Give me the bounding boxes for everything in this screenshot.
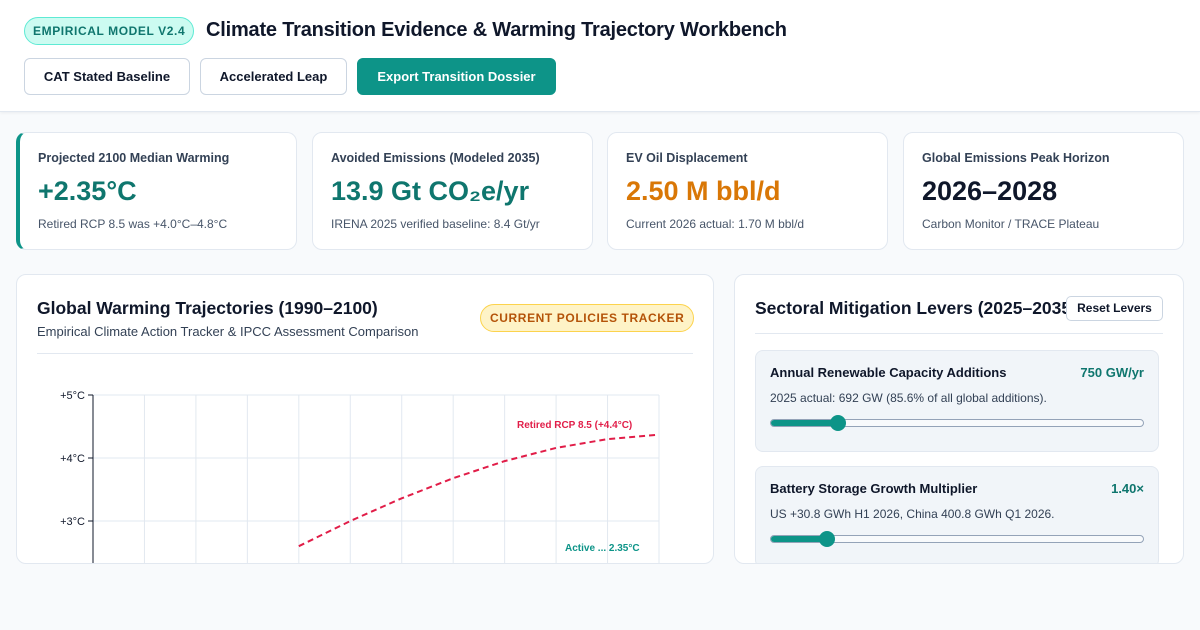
current-policies-badge: CURRENT POLICIES TRACKER [480, 304, 695, 332]
app-header: EMPIRICAL MODEL V2.4 Climate Transition … [0, 0, 1200, 112]
kpi-value: 13.9 Gt CO₂e/yr [331, 176, 530, 206]
chart-title: Global Warming Trajectories (1990–2100) [37, 298, 378, 318]
slider-fill [771, 420, 838, 426]
slider-fill [771, 536, 827, 542]
kpi-card-ev-oil-displacement: EV Oil Displacement 2.50 M bbl/d Current… [607, 132, 888, 250]
y-tick-label: +4°C [60, 453, 85, 465]
chart-subtitle: Empirical Climate Action Tracker & IPCC … [37, 324, 419, 339]
lever-value: 750 GW/yr [1080, 365, 1144, 380]
kpi-note: IRENA 2025 verified baseline: 8.4 Gt/yr [331, 217, 540, 231]
export-dossier-button[interactable]: Export Transition Dossier [357, 58, 556, 95]
renewable-capacity-slider[interactable] [770, 415, 1144, 431]
series-label-rcp85: Retired RCP 8.5 (+4.4°C) [517, 420, 632, 431]
lever-note: US +30.8 GWh H1 2026, China 400.8 GWh Q1… [770, 507, 1055, 521]
warming-trajectory-chart: +5°C +4°C +3°C Retired RCP 8.5 (+4.4°C) Acti… [60, 390, 660, 563]
kpi-note: Carbon Monitor / TRACE Plateau [922, 217, 1100, 231]
kpi-card-median-warming: Projected 2100 Median Warming +2.35°C Re… [16, 132, 297, 250]
warming-trajectory-panel: Global Warming Trajectories (1990–2100) … [16, 274, 714, 564]
slider-thumb[interactable] [818, 531, 835, 547]
kpi-value: 2.50 M bbl/d [626, 176, 781, 206]
model-version-badge: EMPIRICAL MODEL V2.4 [24, 17, 195, 45]
lever-value: 1.40× [1111, 481, 1144, 496]
lever-renewable-capacity: Annual Renewable Capacity Additions 750 … [755, 350, 1159, 452]
accelerated-leap-button[interactable]: Accelerated Leap [200, 58, 347, 95]
mitigation-levers-panel: Sectoral Mitigation Levers (2025–2035) R… [734, 274, 1184, 564]
lever-label: Battery Storage Growth Multiplier [770, 481, 978, 496]
kpi-label: Global Emissions Peak Horizon [922, 151, 1110, 165]
kpi-value: +2.35°C [38, 176, 137, 206]
kpi-label: Projected 2100 Median Warming [38, 151, 230, 165]
reset-levers-button[interactable]: Reset Levers [1066, 296, 1163, 321]
series-label-active: Active ... 2.35°C [565, 543, 640, 554]
lever-note: 2025 actual: 692 GW (85.6% of all global… [770, 391, 1047, 405]
series-line-rcp85 [298, 433, 660, 548]
kpi-note: Retired RCP 8.5 was +4.0°C–4.8°C [38, 217, 228, 231]
kpi-note: Current 2026 actual: 1.70 M bbl/d [626, 217, 805, 231]
cat-stated-baseline-button[interactable]: CAT Stated Baseline [24, 58, 190, 95]
slider-thumb[interactable] [829, 415, 846, 431]
kpi-label: Avoided Emissions (Modeled 2035) [331, 151, 540, 165]
kpi-value: 2026–2028 [922, 176, 1058, 206]
lever-battery-storage: Battery Storage Growth Multiplier 1.40× … [755, 466, 1159, 563]
kpi-card-emissions-peak: Global Emissions Peak Horizon 2026–2028 … [903, 132, 1184, 250]
divider [755, 333, 1163, 334]
y-tick-label: +5°C [60, 390, 85, 402]
divider [37, 353, 693, 354]
levers-title: Sectoral Mitigation Levers (2025–2035) [755, 298, 1077, 318]
kpi-label: EV Oil Displacement [626, 151, 748, 165]
lever-label: Annual Renewable Capacity Additions [770, 365, 1007, 380]
page-title: Climate Transition Evidence & Warming Tr… [206, 19, 787, 41]
y-tick-label: +3°C [60, 516, 85, 528]
kpi-card-avoided-emissions: Avoided Emissions (Modeled 2035) 13.9 Gt… [312, 132, 593, 250]
battery-storage-slider[interactable] [770, 531, 1144, 547]
